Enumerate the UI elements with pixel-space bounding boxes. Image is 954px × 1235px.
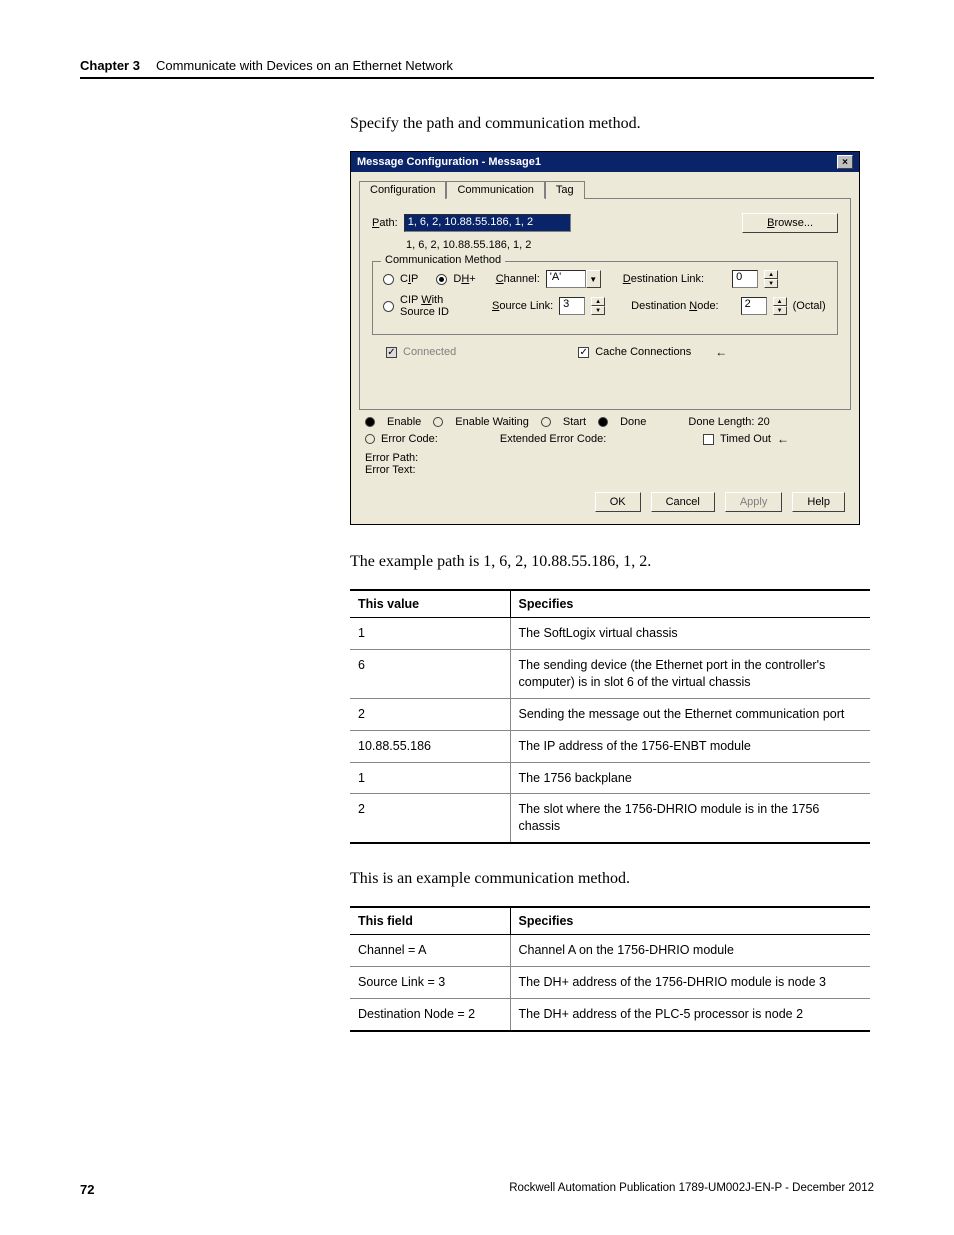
srclink-value[interactable]: 3 bbox=[559, 297, 585, 315]
table-cell: 1 bbox=[350, 762, 510, 794]
chapter-label: Chapter 3 bbox=[80, 58, 140, 73]
channel-label: Channel: bbox=[496, 273, 540, 285]
chevron-down-icon[interactable]: ▼ bbox=[586, 270, 601, 288]
channel-value: 'A' bbox=[546, 270, 586, 288]
connected-checkbox bbox=[386, 347, 397, 358]
cancel-button[interactable]: Cancel bbox=[651, 492, 715, 512]
table-cell: The 1756 backplane bbox=[510, 762, 870, 794]
table-cell: The IP address of the 1756-ENBT module bbox=[510, 730, 870, 762]
table-cell: 6 bbox=[350, 650, 510, 699]
error-code-label: Error Code: bbox=[381, 433, 438, 445]
close-icon[interactable]: × bbox=[837, 155, 853, 169]
error-led bbox=[365, 434, 375, 444]
ext-error-label: Extended Error Code: bbox=[500, 433, 606, 445]
arrow-left-icon: ← bbox=[715, 345, 727, 359]
help-button[interactable]: Help bbox=[792, 492, 845, 512]
error-text-label: Error Text: bbox=[365, 464, 845, 476]
enable-waiting-led bbox=[433, 417, 443, 427]
table-cell: Channel A on the 1756-DHRIO module bbox=[510, 935, 870, 967]
start-label: Start bbox=[563, 416, 586, 428]
cache-label: Cache Connections bbox=[595, 346, 691, 358]
table-cell: Sending the message out the Ethernet com… bbox=[510, 698, 870, 730]
comm-method-legend: Communication Method bbox=[381, 254, 505, 266]
ok-button[interactable]: OK bbox=[595, 492, 641, 512]
table1-header1: This value bbox=[350, 590, 510, 618]
comm-method-text: This is an example communication method. bbox=[350, 870, 874, 888]
chapter-title: Communicate with Devices on an Ethernet … bbox=[156, 58, 453, 73]
destlink-spinner[interactable]: ▲▼ bbox=[764, 270, 778, 288]
radio-cip[interactable] bbox=[383, 274, 394, 285]
enable-led bbox=[365, 417, 375, 427]
dialog-tabs: Configuration Communication Tag bbox=[351, 172, 859, 198]
error-path-label: Error Path: bbox=[365, 452, 845, 464]
intro-text: Specify the path and communication metho… bbox=[350, 115, 874, 133]
table2-header1: This field bbox=[350, 907, 510, 935]
done-label: Done bbox=[620, 416, 646, 428]
table-cell: 10.88.55.186 bbox=[350, 730, 510, 762]
page-header: Chapter 3 Communicate with Devices on an… bbox=[80, 58, 874, 79]
dhplus-label: DH+ bbox=[453, 273, 475, 285]
page-number: 72 bbox=[80, 1182, 94, 1197]
timedout-label: Timed Out bbox=[720, 433, 771, 445]
destlink-value[interactable]: 0 bbox=[732, 270, 758, 288]
status-row: Enable Enable Waiting Start Done Done Le… bbox=[351, 410, 859, 432]
tab-tag[interactable]: Tag bbox=[545, 181, 585, 199]
comm-method-table: This field Specifies Channel = AChannel … bbox=[350, 906, 870, 1032]
dialog-titlebar: Message Configuration - Message1 × bbox=[351, 152, 859, 172]
page-footer: 72 Rockwell Automation Publication 1789-… bbox=[80, 1182, 874, 1197]
message-config-dialog: Message Configuration - Message1 × Confi… bbox=[350, 151, 860, 525]
srclink-label: Source Link: bbox=[492, 300, 553, 312]
path-values-table: This value Specifies 1The SoftLogix virt… bbox=[350, 589, 870, 844]
apply-button[interactable]: Apply bbox=[725, 492, 783, 512]
table2-header2: Specifies bbox=[510, 907, 870, 935]
table-cell: Destination Node = 2 bbox=[350, 998, 510, 1030]
table-cell: Channel = A bbox=[350, 935, 510, 967]
tab-panel: Path: 1, 6, 2, 10.88.55.186, 1, 2 Browse… bbox=[359, 198, 851, 410]
table-cell: 1 bbox=[350, 618, 510, 650]
radio-cip-with[interactable] bbox=[383, 301, 394, 312]
destnode-label: Destination Node: bbox=[631, 300, 718, 312]
tab-configuration[interactable]: Configuration bbox=[359, 181, 446, 199]
destnode-spinner[interactable]: ▲▼ bbox=[773, 297, 787, 315]
tab-communication[interactable]: Communication bbox=[446, 181, 544, 199]
table-cell: Source Link = 3 bbox=[350, 967, 510, 999]
table-cell: The slot where the 1756-DHRIO module is … bbox=[510, 794, 870, 843]
cipwith-label: CIP WithSource ID bbox=[400, 294, 460, 318]
error-block: Error Code: Extended Error Code: Timed O… bbox=[351, 432, 859, 486]
srclink-spinner[interactable]: ▲▼ bbox=[591, 297, 605, 315]
path-echo: 1, 6, 2, 10.88.55.186, 1, 2 bbox=[406, 239, 838, 251]
enable-waiting-label: Enable Waiting bbox=[455, 416, 529, 428]
path-input[interactable]: 1, 6, 2, 10.88.55.186, 1, 2 bbox=[404, 214, 571, 232]
comm-method-group: Communication Method CIP DH+ Channel: 'A… bbox=[372, 261, 838, 335]
channel-combo[interactable]: 'A' ▼ bbox=[546, 270, 601, 288]
octal-label: (Octal) bbox=[793, 300, 826, 312]
browse-button[interactable]: Browse... bbox=[742, 213, 838, 233]
dialog-buttons: OK Cancel Apply Help bbox=[351, 486, 859, 524]
table-cell: 2 bbox=[350, 794, 510, 843]
table-cell: The DH+ address of the 1756-DHRIO module… bbox=[510, 967, 870, 999]
done-led bbox=[598, 417, 608, 427]
table1-header2: Specifies bbox=[510, 590, 870, 618]
connected-label: Connected bbox=[403, 346, 456, 358]
table-cell: The DH+ address of the PLC-5 processor i… bbox=[510, 998, 870, 1030]
table-cell: 2 bbox=[350, 698, 510, 730]
start-led bbox=[541, 417, 551, 427]
table-cell: The SoftLogix virtual chassis bbox=[510, 618, 870, 650]
publication-info: Rockwell Automation Publication 1789-UM0… bbox=[509, 1182, 874, 1197]
enable-label: Enable bbox=[387, 416, 421, 428]
timedout-checkbox[interactable] bbox=[703, 434, 714, 445]
destlink-label: Destination Link: bbox=[623, 273, 704, 285]
radio-dhplus[interactable] bbox=[436, 274, 447, 285]
arrow-left-icon-2: ← bbox=[777, 432, 789, 446]
done-length: Done Length: 20 bbox=[688, 416, 769, 428]
example-path-text: The example path is 1, 6, 2, 10.88.55.18… bbox=[350, 553, 874, 571]
cip-label: CIP bbox=[400, 273, 418, 285]
destnode-value[interactable]: 2 bbox=[741, 297, 767, 315]
path-label: Path: bbox=[372, 217, 398, 229]
cache-checkbox[interactable] bbox=[578, 347, 589, 358]
dialog-title: Message Configuration - Message1 bbox=[357, 156, 541, 168]
table-cell: The sending device (the Ethernet port in… bbox=[510, 650, 870, 699]
